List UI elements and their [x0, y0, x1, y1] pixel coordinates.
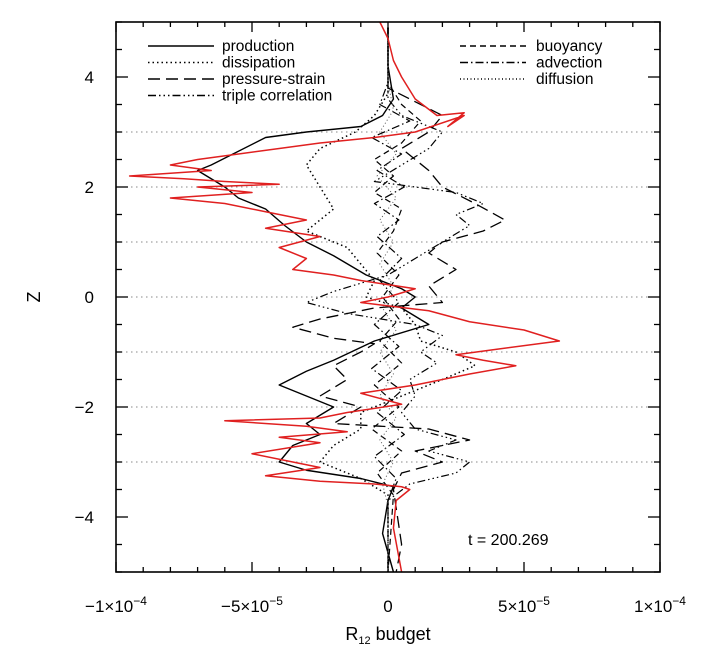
- x-axis-title-main: R: [345, 624, 358, 644]
- legend: productiondissipationpressure-straintrip…: [148, 38, 603, 105]
- y-tick-label: −4: [75, 508, 94, 527]
- x-axis-title-subscript: 12: [358, 635, 370, 647]
- legend-label: triple correlation: [222, 88, 332, 105]
- legend-label: pressure-strain: [222, 71, 325, 88]
- legend-label: advection: [536, 55, 602, 72]
- x-tick-label: 0: [383, 597, 392, 616]
- x-tick-labels: −1×10−4 −5×10−5 0 5×10−5 1×10−4: [85, 594, 686, 616]
- y-tick-label: −2: [75, 398, 94, 417]
- x-tick-label: −5×10−5: [221, 594, 283, 616]
- legend-label: diffusion: [536, 71, 593, 88]
- y-tick-label: 0: [85, 288, 94, 307]
- legend-label: dissipation: [222, 55, 295, 72]
- y-tick-labels: −4 −2 0 2 4: [75, 68, 94, 527]
- x-tick-label: 1×10−4: [634, 594, 686, 616]
- legend-label: production: [222, 38, 294, 55]
- y-tick-label: 2: [85, 178, 94, 197]
- y-axis-title: Z: [24, 292, 44, 303]
- legend-label: buoyancy: [536, 38, 603, 55]
- triple-correlation-line: [305, 27, 484, 572]
- red-series-line: [128, 21, 561, 573]
- series-layer: [128, 21, 561, 573]
- x-tick-label: 5×10−5: [498, 594, 550, 616]
- time-annotation: t = 200.269: [468, 532, 549, 549]
- x-tick-label: −1×10−4: [85, 594, 147, 616]
- advection-line: [371, 27, 411, 572]
- x-axis-title-suffix: budget: [371, 624, 431, 644]
- x-axis-title: R12 budget: [345, 624, 430, 647]
- y-tick-label: 4: [85, 68, 94, 87]
- pressure-strain-line: [292, 27, 506, 573]
- buoyancy-line: [371, 27, 422, 573]
- axis-ticks: [115, 21, 661, 573]
